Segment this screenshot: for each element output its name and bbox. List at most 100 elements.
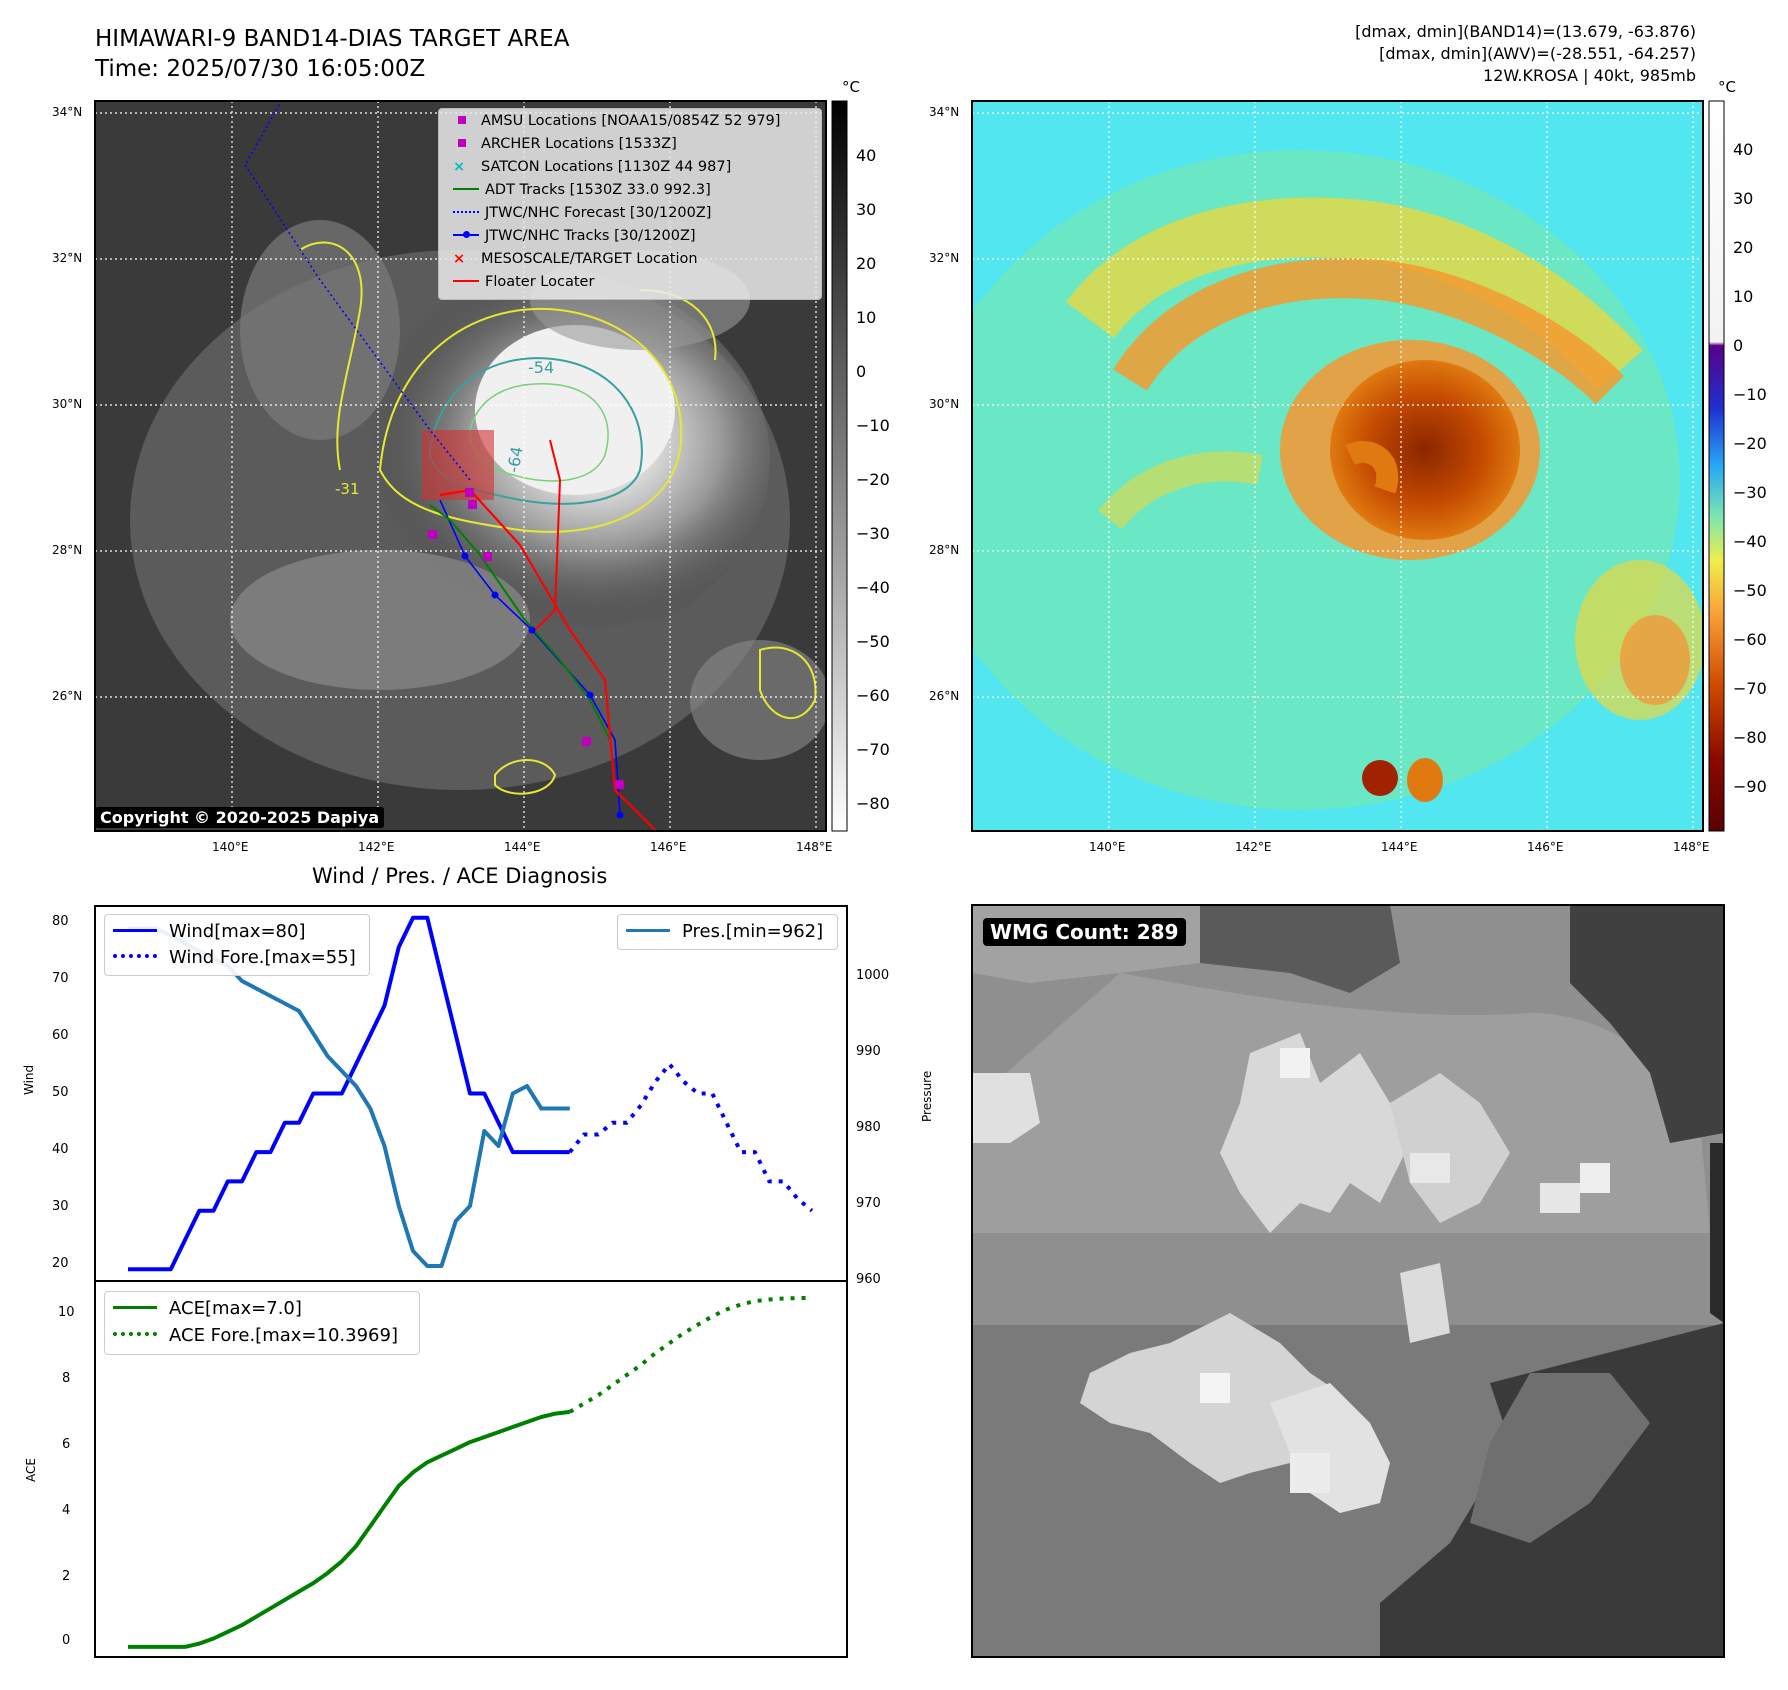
awv-lat-label: 32°N	[929, 251, 960, 265]
wind-tick: 50	[52, 1085, 69, 1100]
legend-line-icon	[113, 1306, 157, 1309]
ace-forecast-series-line	[568, 1295, 813, 1414]
map-legend: AMSU Locations [NOAA15/0854Z 52 979] ARC…	[438, 108, 822, 300]
ace-tick: 2	[62, 1569, 71, 1584]
ace-ylabel: ACE	[24, 1458, 38, 1482]
wmg-count-badge: WMG Count: 289	[983, 918, 1186, 946]
cb2-tick: 20	[1733, 238, 1754, 257]
figure-time: Time: 2025/07/30 16:05:00Z	[95, 56, 426, 82]
diagnosis-chart	[94, 905, 848, 1658]
legend-item-wind-fore: Wind Fore.[max=55]	[113, 947, 356, 968]
legend-item-adt: ADT Tracks [1530Z 33.0 992.3]	[453, 182, 711, 198]
cb2-tick: −60	[1733, 630, 1767, 649]
legend-label: Pres.[min=962]	[682, 921, 824, 942]
wind-tick: 30	[52, 1199, 69, 1214]
cb2-tick: −30	[1733, 483, 1767, 502]
legend-item-wind: Wind[max=80]	[113, 921, 306, 942]
wind-tick: 40	[52, 1142, 69, 1157]
contour-label: -31	[335, 480, 360, 498]
legend-label: Wind[max=80]	[169, 921, 306, 942]
pres-tick: 970	[856, 1196, 881, 1211]
pres-tick: 960	[856, 1272, 881, 1287]
ace-tick: 8	[62, 1371, 71, 1386]
cb1-tick: −60	[856, 686, 890, 705]
cb2-tick: 0	[1733, 336, 1744, 355]
wmg-panel	[971, 904, 1725, 1658]
wind-tick: 60	[52, 1028, 69, 1043]
legend-item-mesoscale: × MESOSCALE/TARGET Location	[453, 251, 698, 267]
cb1-tick: 20	[856, 254, 877, 273]
legend-label: ARCHER Locations [1533Z]	[481, 136, 677, 152]
ir-lat-label: 28°N	[52, 543, 83, 557]
pres-tick: 1000	[856, 968, 890, 983]
contour-label: -54	[528, 358, 555, 377]
copyright-badge: Copyright © 2020-2025 Dapiya	[95, 807, 385, 828]
ir-lat-label: 34°N	[52, 105, 83, 119]
wind-legend: Wind[max=80] Wind Fore.[max=55]	[104, 914, 370, 976]
awv-lat-label: 34°N	[929, 105, 960, 119]
dmax-band14-text: [dmax, dmin](BAND14)=(13.679, -63.876)	[1355, 22, 1696, 41]
legend-square-icon	[458, 139, 466, 147]
cb2-tick: 30	[1733, 189, 1754, 208]
legend-item-satcon: × SATCON Locations [1130Z 44 987]	[453, 159, 731, 175]
legend-label: MESOSCALE/TARGET Location	[481, 251, 698, 267]
legend-label: ACE[max=7.0]	[169, 1298, 302, 1319]
ace-tick: 0	[62, 1633, 71, 1648]
cb2-tick: −80	[1733, 728, 1767, 747]
awv-lon-label: 146°E	[1527, 840, 1564, 854]
cb1-tick: −80	[856, 794, 890, 813]
ir-lon-label: 146°E	[650, 840, 687, 854]
cb1-tick: −10	[856, 416, 890, 435]
legend-line-icon	[626, 929, 670, 932]
legend-x-icon: ×	[453, 251, 466, 267]
legend-label: Wind Fore.[max=55]	[169, 947, 356, 968]
legend-item-ace-fore: ACE Fore.[max=10.3969]	[113, 1325, 398, 1346]
legend-dotted-icon	[113, 954, 157, 958]
awv-lon-label: 142°E	[1235, 840, 1272, 854]
dmax-awv-text: [dmax, dmin](AWV)=(-28.551, -64.257)	[1379, 44, 1696, 63]
legend-item-floater: Floater Locater	[453, 274, 594, 290]
cb2-tick: −40	[1733, 532, 1767, 551]
cb1-tick: −50	[856, 632, 890, 651]
ir-lon-label: 142°E	[358, 840, 395, 854]
awv-lon-label: 144°E	[1381, 840, 1418, 854]
legend-dotted-icon	[453, 211, 479, 213]
cb1-tick: 30	[856, 200, 877, 219]
ace-tick: 6	[62, 1437, 71, 1452]
cb1-tick: −30	[856, 524, 890, 543]
legend-label: JTWC/NHC Forecast [30/1200Z]	[485, 205, 712, 221]
pres-tick: 980	[856, 1120, 881, 1135]
ir-lat-label: 26°N	[52, 689, 83, 703]
cb1-unit: °C	[842, 78, 860, 96]
cb1-tick: −40	[856, 578, 890, 597]
cb2-tick: −70	[1733, 679, 1767, 698]
cb2-unit: °C	[1718, 78, 1736, 96]
legend-item-tracks: JTWC/NHC Tracks [30/1200Z]	[453, 228, 696, 244]
pressure-ylabel: Pressure	[920, 1070, 934, 1122]
wind-tick: 20	[52, 1256, 69, 1271]
legend-line-icon	[113, 929, 157, 932]
wind-forecast-series-line	[568, 1062, 814, 1213]
wind-ylabel: Wind	[22, 1064, 36, 1095]
legend-line-dot-icon	[453, 231, 479, 238]
awv-lat-label: 30°N	[929, 397, 960, 411]
ir-lat-label: 30°N	[52, 397, 83, 411]
cb1-tick: 10	[856, 308, 877, 327]
cb2-tick: −10	[1733, 385, 1767, 404]
legend-x-icon: ×	[453, 159, 466, 175]
storm-info-text: 12W.KROSA | 40kt, 985mb	[1483, 66, 1696, 85]
legend-label: ADT Tracks [1530Z 33.0 992.3]	[485, 182, 711, 198]
wind-tick: 70	[52, 971, 69, 986]
diag-title: Wind / Pres. / ACE Diagnosis	[312, 864, 608, 888]
cb1-tick: −70	[856, 740, 890, 759]
ir-lon-label: 148°E	[796, 840, 833, 854]
legend-item-forecast: JTWC/NHC Forecast [30/1200Z]	[453, 205, 711, 221]
legend-line-icon	[453, 188, 479, 190]
legend-label: ACE Fore.[max=10.3969]	[169, 1325, 398, 1346]
legend-label: AMSU Locations [NOAA15/0854Z 52 979]	[481, 113, 781, 129]
ace-series-line	[128, 1409, 571, 1649]
pres-tick: 990	[856, 1044, 881, 1059]
wind-tick: 80	[52, 914, 69, 929]
awv-lat-label: 26°N	[929, 689, 960, 703]
legend-item-pres: Pres.[min=962]	[626, 921, 823, 942]
